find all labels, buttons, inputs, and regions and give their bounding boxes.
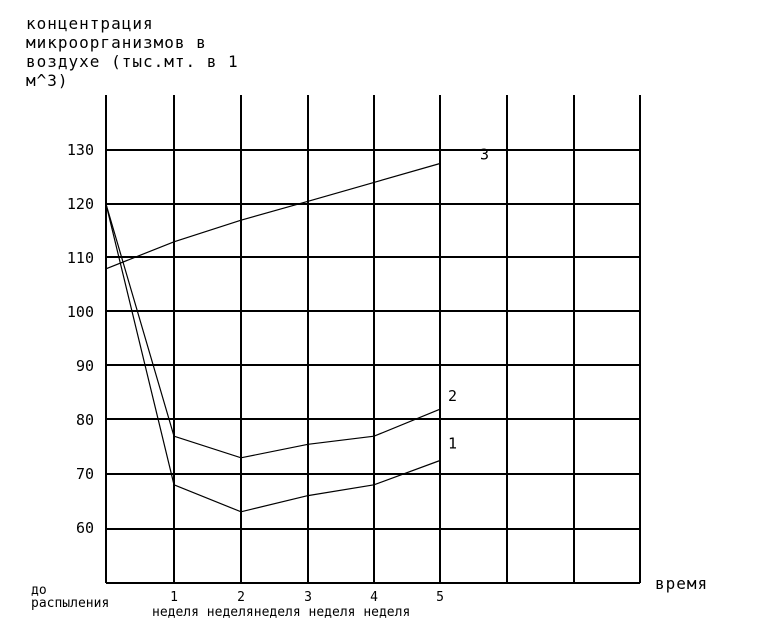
chart-title-line: микроорганизмов в (26, 33, 207, 52)
chart-title-line: воздухе (тыс.мт. в 1 (26, 52, 239, 71)
x-tick-label: 2 (237, 590, 245, 605)
chart-grid (105, 95, 641, 584)
x-tick-label: 1 (170, 590, 178, 605)
x-tick-label: до (31, 583, 47, 598)
series-label-1: 1 (448, 435, 457, 453)
y-tick-label: 80 (76, 411, 94, 429)
x-tick-label: распыления (31, 596, 109, 611)
y-tick-label: 70 (76, 465, 94, 483)
y-tick-label: 100 (67, 303, 94, 321)
x-tick-label: 4 (370, 590, 378, 605)
chart-title-line: м^3) (26, 71, 69, 90)
x-axis-label: время (655, 574, 708, 593)
chart-title-line: концентрация (26, 14, 154, 33)
y-tick-label: 60 (76, 519, 94, 537)
y-tick-label: 90 (76, 357, 94, 375)
series-label-3: 3 (480, 146, 489, 164)
series-lines: 1 2 3 (105, 146, 489, 513)
y-tick-label: 110 (67, 249, 94, 267)
x-tick-label: 5 (436, 590, 444, 605)
series-line-2 (105, 203, 441, 459)
series-label-2: 2 (448, 387, 457, 405)
y-axis-ticks: 60 70 80 90 100 110 120 130 (67, 141, 94, 537)
x-tick-sublabels: неделя неделянеделя неделя неделя (152, 605, 410, 620)
series-line-3 (105, 162, 441, 270)
y-tick-label: 130 (67, 141, 94, 159)
series-line-1 (105, 203, 441, 513)
x-tick-label: 3 (304, 590, 312, 605)
y-tick-label: 120 (67, 195, 94, 213)
